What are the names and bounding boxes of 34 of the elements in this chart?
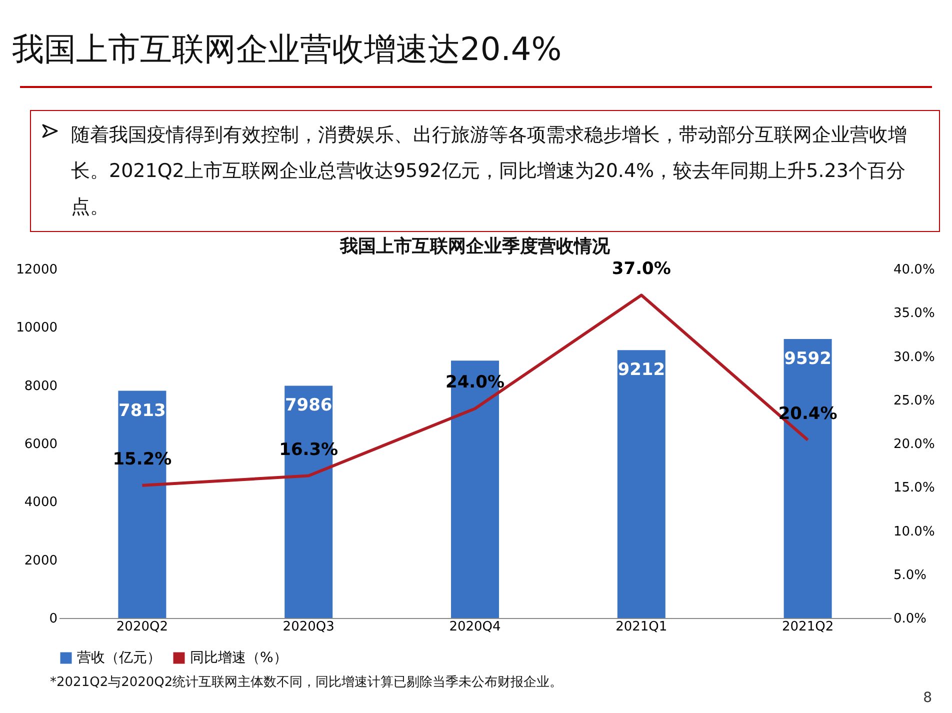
y2-tick-label: 40.0% [894, 262, 935, 278]
text: 8 [923, 690, 932, 706]
data-label: 9212 [618, 360, 666, 380]
y-tick-label: 6000 [24, 437, 58, 452]
y-tick-label: 2000 [24, 553, 58, 568]
text: *2021Q2与2020Q2统计互联网主体数不同，同比增速计算已剔除当季未公布财报企业。 [50, 674, 563, 691]
y2-tick-label: 15.0% [894, 480, 935, 496]
data-label: 7986 [284, 396, 332, 416]
y-tick-label: 8000 [24, 378, 58, 394]
y2-tick-label: 35.0% [894, 306, 935, 322]
y2-tick-label: 0.0% [894, 612, 927, 626]
y-tick-label: 10000 [16, 320, 58, 336]
data-label: 37.0% [612, 259, 671, 280]
y-tick-label: 12000 [16, 262, 58, 278]
y2-tick-label: 20.0% [894, 437, 935, 452]
data-label: 9592 [784, 349, 832, 370]
legend-label: 同比增速（%） [190, 650, 288, 666]
chart-title: 我国上市互联网企业季度营收情况 [339, 236, 611, 258]
y2-tick-label: 5.0% [894, 568, 927, 583]
x-tick-label: 2020Q4 [449, 620, 501, 634]
y2-tick-label: 30.0% [894, 350, 935, 365]
y2-tick-label: 25.0% [894, 393, 935, 408]
bar [617, 350, 666, 618]
y-tick-label: 0 [49, 612, 58, 626]
y-tick-label: 4000 [24, 495, 58, 510]
x-tick-label: 2021Q2 [782, 620, 834, 634]
x-tick-label: 2020Q3 [282, 620, 334, 634]
x-tick-label: 2021Q1 [616, 620, 668, 634]
legend-label: 营收（亿元） [77, 650, 161, 666]
data-label: 7813 [118, 400, 166, 421]
y2-tick-label: 10.0% [894, 524, 935, 540]
text: 随着我国疫情得到有效控制，消费娱乐、出行旅游等各项需求稳步增长，带动部分互联网企业营收增长。2021Q2上市互联网企业总营收达9592亿元，同比增速为20.4%，较去年同期上升5.23个百分点。 [30, 110, 940, 232]
x-tick-label: 2020Q2 [116, 620, 168, 634]
text: 我国上市互联网企业营收增速达20.4% [12, 29, 562, 70]
